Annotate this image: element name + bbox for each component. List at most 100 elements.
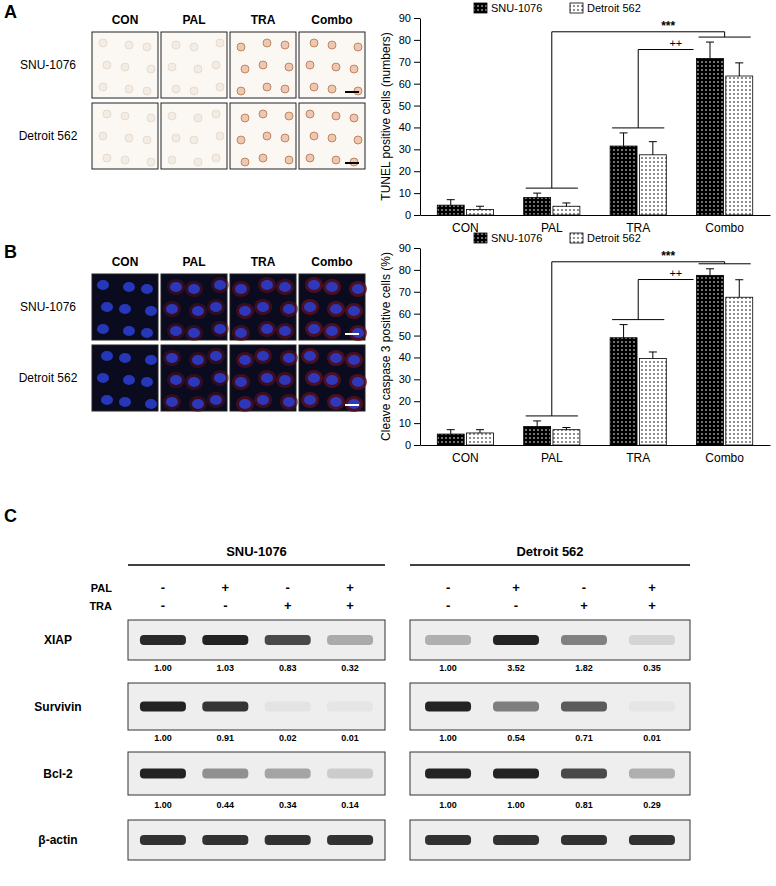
treatment-sign: + [346,580,354,595]
micrograph [92,103,158,169]
bar [726,297,753,445]
micrograph [161,32,227,98]
panel-label: B [4,242,17,262]
band [425,635,471,645]
nucleus [123,282,135,292]
cell-line-title: SNU-1076 [226,544,287,559]
nucleus [125,85,133,93]
tick: 20 [399,165,420,177]
nucleus [210,395,222,405]
image-frame [299,345,365,411]
band [202,702,248,712]
tick-label: 0 [405,209,411,221]
image-frame [299,32,365,98]
tick-label: 50 [399,100,411,112]
error-bar [533,193,541,197]
nucleus [241,158,249,166]
cytoplasm [189,352,207,368]
error-bar [562,427,570,429]
nucleus [348,306,360,316]
nucleus [304,395,316,405]
error-bar [562,203,570,206]
nucleus [216,39,224,47]
plot-marks [437,269,752,445]
nucleus [214,373,226,383]
nucleus [145,306,157,316]
tick: 80 [399,34,420,46]
cytoplasm [189,396,207,412]
band [425,702,471,712]
micrograph [230,32,296,98]
band [629,635,675,645]
cytoplasm [167,323,185,339]
legend-label: Detroit 562 [587,2,641,14]
tick-mark [414,149,420,150]
tick: 90 [399,242,420,254]
nucleus [352,284,364,294]
cytoplasm [258,370,276,386]
nucleus [168,112,176,120]
image-frame [161,103,227,169]
band-value: 1.82 [575,663,593,673]
annotations: ***++ [526,249,751,416]
bracket [612,280,693,320]
micrograph [92,274,158,340]
tick-mark [414,314,420,315]
plot-marks [437,42,752,215]
bar [697,275,724,445]
tick-label: CON [452,451,479,465]
error-bar [476,430,484,433]
nucleus [172,85,180,93]
x-axis: CONPALTRACombo [421,445,771,465]
figure: ABCCONPALTRAComboSNU-1076Detroit 562CONP… [0,0,776,886]
nucleus [141,284,153,294]
axis-line [421,445,771,446]
error-bar [706,42,714,58]
tick: 70 [399,56,420,68]
nucleus [263,39,271,47]
nucleus [188,377,200,387]
title-underline [128,564,385,566]
protein-label: XIAP [44,633,72,647]
panel-label: C [4,506,17,526]
nucleus [308,373,320,383]
column-label: TRA [251,13,276,27]
cytoplasm [185,281,203,297]
nucleus [145,355,157,365]
cytoplasm [327,350,345,366]
nucleus [308,280,320,290]
band [561,769,607,779]
tick-mark [414,106,420,107]
band [493,835,539,845]
nucleus [326,375,338,385]
nucleus [283,397,295,407]
cytoplasm [305,277,323,293]
treatment-label: TRA [89,600,112,612]
scale-bar [345,404,359,406]
nucleus [99,83,107,91]
nucleus [332,63,340,71]
band-value: 1.00 [507,800,525,810]
blot-strip [128,683,385,730]
micrograph [299,103,365,169]
legend-label: SNU-1076 [491,2,542,14]
blot-strip [128,620,385,660]
nucleus [97,280,109,290]
nucleus [99,39,107,47]
tick-mark [414,401,420,402]
error-bar [476,206,484,209]
band [629,835,675,845]
annotation: *** [661,249,675,263]
cytoplasm [189,303,207,319]
error-bar [735,63,743,76]
tick: 0 [405,209,420,221]
tick-label: PAL [541,451,563,465]
nucleus [237,87,245,95]
nucleus [304,302,316,312]
treatment-sign: + [222,580,230,595]
nucleus [147,114,155,122]
band-value: 0.81 [575,800,593,810]
cytoplasm [327,394,345,410]
nucleus [257,395,269,405]
nucleus [332,156,340,164]
